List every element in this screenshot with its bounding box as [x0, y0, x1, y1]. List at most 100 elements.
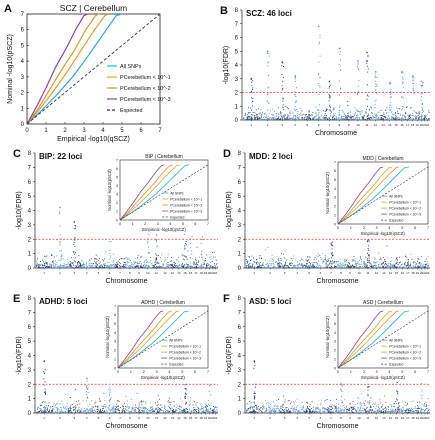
snp-point: [418, 265, 420, 267]
snp-point: [213, 412, 214, 413]
snp-point: [305, 265, 306, 267]
snp-point: [324, 118, 326, 120]
snp-point: [409, 117, 411, 118]
snp-point: [267, 116, 269, 118]
snp-point: [119, 259, 120, 261]
snp-point: [155, 240, 157, 242]
snp-point: [354, 118, 356, 120]
snp-point: [170, 264, 172, 266]
snp-point: [371, 265, 373, 267]
snp-point: [386, 264, 388, 265]
snp-point: [117, 399, 119, 401]
snp-point: [319, 255, 321, 257]
snp-point: [83, 265, 85, 267]
snp-point: [297, 412, 299, 414]
snp-point: [114, 265, 116, 267]
chromosome-tick-label: 9: [138, 416, 140, 420]
snp-point: [340, 88, 341, 90]
snp-point: [289, 111, 291, 113]
snp-point: [312, 264, 314, 266]
snp-point: [152, 409, 154, 411]
snp-point: [420, 410, 421, 412]
snp-point: [330, 261, 332, 262]
snp-point: [361, 111, 363, 113]
inset-y-tick-label: 0: [334, 366, 336, 370]
snp-point: [375, 265, 377, 267]
snp-point: [192, 258, 194, 260]
snp-point: [59, 411, 61, 413]
snp-point: [169, 265, 171, 267]
snp-point: [123, 266, 125, 268]
snp-point: [157, 410, 159, 412]
snp-point: [147, 262, 149, 263]
snp-point: [318, 266, 319, 268]
inset-x-tick-label: 5: [401, 370, 403, 374]
snp-point: [288, 410, 290, 412]
snp-point: [269, 117, 270, 119]
snp-point: [314, 116, 315, 118]
snp-point: [293, 116, 294, 118]
snp-point: [298, 266, 300, 268]
manhattan-y-tick-label: 8: [238, 151, 242, 157]
snp-point: [298, 262, 300, 264]
snp-point: [184, 396, 186, 398]
snp-point: [365, 264, 367, 266]
snp-point: [81, 408, 83, 410]
snp-point: [286, 118, 288, 120]
snp-point: [349, 408, 351, 410]
snp-point: [110, 266, 112, 268]
snp-point: [372, 403, 374, 405]
snp-point: [418, 117, 419, 119]
snp-point: [254, 402, 256, 404]
snp-point: [129, 411, 131, 413]
snp-point: [394, 266, 396, 267]
snp-point: [277, 408, 279, 409]
snp-point: [390, 411, 392, 413]
snp-point: [74, 409, 76, 411]
snp-point: [417, 266, 419, 268]
snp-point: [133, 263, 135, 265]
snp-point: [196, 409, 198, 410]
snp-point: [317, 404, 319, 406]
snp-point: [410, 409, 412, 411]
snp-point: [404, 411, 406, 413]
chromosome-tick-label: 21: [211, 271, 215, 275]
snp-point: [283, 66, 284, 67]
snp-point: [314, 257, 316, 259]
snp-point: [402, 115, 403, 117]
snp-point: [272, 117, 273, 118]
snp-point: [109, 255, 111, 257]
snp-point: [147, 242, 149, 244]
snp-point: [361, 110, 363, 111]
snp-point: [264, 112, 266, 114]
snp-point: [102, 405, 104, 407]
snp-point: [215, 266, 216, 268]
snp-point: [391, 118, 393, 120]
snp-point: [50, 264, 52, 266]
snp-point: [149, 257, 151, 258]
snp-point: [329, 409, 331, 411]
snp-point: [115, 409, 117, 411]
snp-point: [56, 407, 57, 409]
snp-point: [360, 410, 362, 411]
snp-point: [362, 266, 363, 267]
snp-point: [289, 115, 291, 117]
chromosome-tick-label: 5: [98, 271, 100, 275]
snp-point: [296, 411, 298, 413]
snp-point: [356, 93, 358, 95]
snp-point: [99, 412, 101, 413]
snp-point: [338, 117, 340, 118]
chromosome-tick-label: 11: [366, 271, 369, 275]
snp-point: [356, 115, 357, 117]
manhattan-title: ADHD: 5 loci: [39, 297, 87, 306]
snp-point: [68, 410, 70, 411]
snp-point: [308, 116, 309, 118]
snp-point: [113, 408, 114, 410]
snp-point: [171, 257, 172, 259]
snp-point: [362, 410, 363, 412]
snp-point: [330, 265, 332, 267]
snp-point: [97, 405, 99, 407]
snp-point: [210, 261, 211, 263]
snp-point: [249, 116, 251, 118]
snp-point: [181, 409, 183, 411]
